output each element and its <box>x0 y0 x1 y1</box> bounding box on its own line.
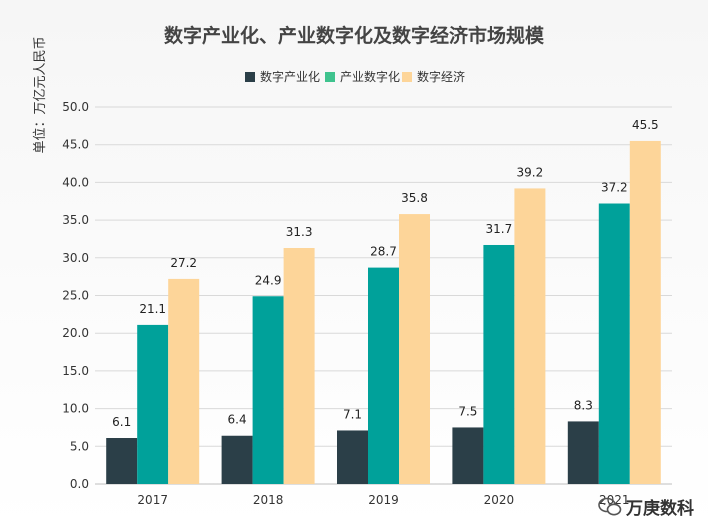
x-tick-label: 2020 <box>484 493 515 507</box>
data-label: 31.7 <box>486 222 513 236</box>
legend-swatch <box>245 72 255 82</box>
y-tick-label: 10.0 <box>62 402 89 416</box>
y-tick-label: 15.0 <box>62 364 89 378</box>
bar-2017-0 <box>106 438 138 484</box>
legend-label: 产业数字化 <box>340 69 400 84</box>
legend-swatch <box>402 72 412 82</box>
wechat-icon <box>598 497 622 515</box>
legend-swatch <box>325 72 335 82</box>
bar-2017-1 <box>137 324 169 484</box>
bar-2020-1 <box>483 244 515 484</box>
watermark: 万庚数科 <box>598 494 694 519</box>
bar-2019-0 <box>337 430 368 484</box>
x-axis-ticks: 2017 2018 2019 2020 2021 <box>137 493 629 507</box>
y-tick-label: 25.0 <box>62 289 89 303</box>
data-label: 7.5 <box>458 404 477 418</box>
data-label: 24.9 <box>255 273 282 287</box>
bar-2017-2 <box>168 278 200 484</box>
y-tick-label: 0.0 <box>70 477 89 491</box>
y-tick-label: 45.0 <box>62 138 89 152</box>
bar-2019-1 <box>368 267 399 484</box>
data-label: 21.1 <box>139 302 166 316</box>
x-tick-label: 2019 <box>368 493 399 507</box>
data-label: 31.3 <box>286 225 313 239</box>
data-label: 37.2 <box>601 181 628 195</box>
bar-2020-0 <box>452 427 484 484</box>
data-label: 35.8 <box>401 191 428 205</box>
bar-2020-2 <box>514 188 546 484</box>
bar-2018-2 <box>283 247 315 484</box>
data-label: 6.4 <box>228 413 247 427</box>
y-tick-label: 20.0 <box>62 326 89 340</box>
data-label: 39.2 <box>517 165 544 179</box>
bar-2021-1 <box>598 203 630 484</box>
x-tick-label: 2021 <box>599 493 630 507</box>
data-labels: 6.1 21.1 27.2 6.4 24.9 31.3 7.1 28.7 35.8 7.5 31.7… <box>112 118 659 429</box>
watermark-text: 万庚数科 <box>626 499 694 519</box>
bars <box>106 140 661 484</box>
legend-label: 数字产业化 <box>260 69 320 84</box>
y-tick-label: 50.0 <box>62 100 89 114</box>
data-label: 6.1 <box>112 415 131 429</box>
y-axis-label: 单位：万亿元人民币 <box>33 36 48 153</box>
y-tick-label: 40.0 <box>62 175 89 189</box>
bar-2018-0 <box>221 435 253 484</box>
data-label: 27.2 <box>170 256 197 270</box>
bar-2018-1 <box>252 296 284 484</box>
data-label: 8.3 <box>574 398 593 412</box>
legend: 数字产业化 产业数字化 数字经济 <box>245 69 465 84</box>
y-tick-label: 35.0 <box>62 213 89 227</box>
data-label: 28.7 <box>370 245 397 259</box>
bar-2019-2 <box>399 214 430 484</box>
bar-2021-0 <box>567 421 599 484</box>
y-tick-label: 5.0 <box>70 439 89 453</box>
y-tick-label: 30.0 <box>62 251 89 265</box>
x-tick-label: 2017 <box>137 493 168 507</box>
x-tick-label: 2018 <box>253 493 284 507</box>
legend-label: 数字经济 <box>417 69 465 84</box>
bar-2021-2 <box>629 140 661 484</box>
chart-title: 数字产业化、产业数字化及数字经济市场规模 <box>164 24 545 47</box>
data-label: 7.1 <box>343 407 362 421</box>
y-axis-ticks: 0.0 5.0 10.0 15.0 20.0 25.0 30.0 35.0 40.0 45.0 50… <box>62 100 89 491</box>
data-label: 45.5 <box>632 118 659 132</box>
